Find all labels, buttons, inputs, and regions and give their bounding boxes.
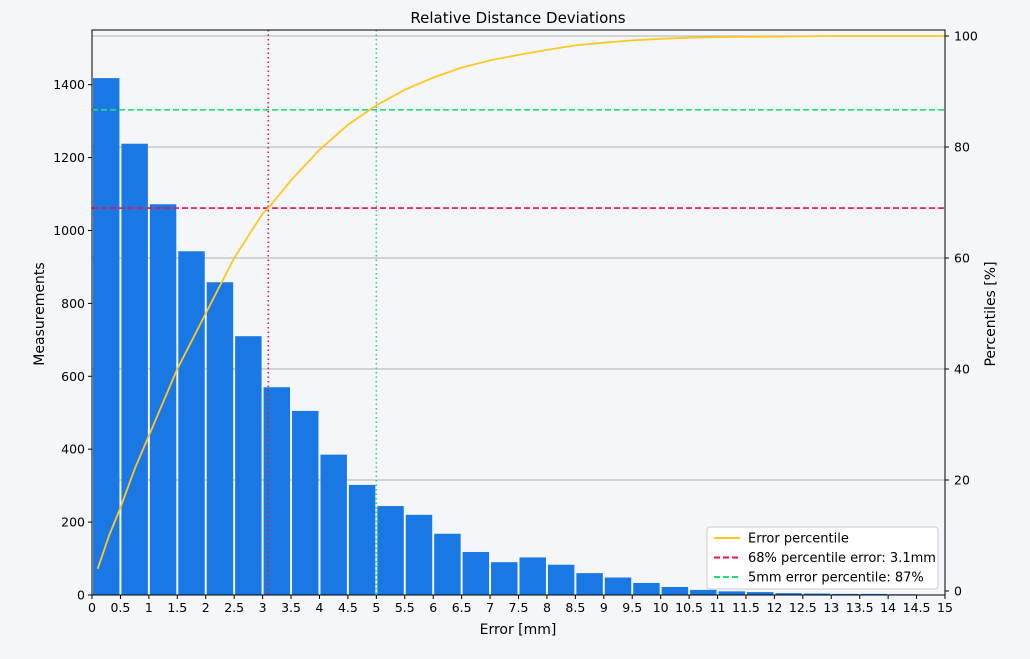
histogram-bar-10 xyxy=(377,506,403,595)
x-tick-label-14: 7 xyxy=(486,600,494,615)
histogram-bar-11 xyxy=(406,515,432,595)
histogram-bar-5 xyxy=(235,336,261,595)
y-tick-label-0: 0 xyxy=(77,588,85,603)
y-axis-ticks: 0 200 400 600 800 1000 1200 1400 xyxy=(53,77,92,602)
histogram-bar-18 xyxy=(605,578,631,595)
x-tick-label-6: 3 xyxy=(259,600,267,615)
legend-label-percentile: Error percentile xyxy=(748,532,849,547)
y2-axis-ticks: 0 20 40 60 80 100 xyxy=(945,29,978,599)
x-tick-label-15: 7.5 xyxy=(509,600,529,615)
histogram-bar-3 xyxy=(178,251,204,595)
x-tick-label-21: 10.5 xyxy=(675,600,703,615)
x-tick-label-20: 10 xyxy=(653,600,669,615)
legend-label-5mm-percentile: 5mm error percentile: 87% xyxy=(748,571,924,586)
x-tick-label-10: 5 xyxy=(372,600,380,615)
y-tick-label-2: 400 xyxy=(61,442,85,457)
x-tick-label-7: 3.5 xyxy=(281,600,301,615)
legend: Error percentile 68% percentile error: 3… xyxy=(707,527,938,589)
x-tick-label-12: 6 xyxy=(429,600,437,615)
x-tick-label-1: 0.5 xyxy=(110,600,130,615)
histogram-bar-9 xyxy=(349,485,375,595)
x-tick-label-11: 5.5 xyxy=(395,600,415,615)
x-tick-label-0: 0 xyxy=(88,600,96,615)
histogram-bar-1 xyxy=(121,144,147,595)
chart-title: Relative Distance Deviations xyxy=(410,9,625,27)
y-axis-label: Measurements xyxy=(32,262,48,365)
x-tick-label-19: 9.5 xyxy=(622,600,642,615)
x-axis-label: Error [mm] xyxy=(480,622,557,638)
x-tick-label-8: 4 xyxy=(315,600,323,615)
x-tick-label-4: 2 xyxy=(202,600,210,615)
x-tick-label-2: 1 xyxy=(145,600,153,615)
x-tick-label-3: 1.5 xyxy=(167,600,187,615)
histogram-bar-22 xyxy=(719,591,745,595)
x-tick-label-17: 8.5 xyxy=(565,600,585,615)
x-tick-label-23: 11.5 xyxy=(732,600,760,615)
histogram-bar-0 xyxy=(93,78,119,595)
y-tick-label-7: 1400 xyxy=(53,77,85,92)
histogram-bar-8 xyxy=(320,455,346,595)
x-tick-label-28: 14 xyxy=(880,600,896,615)
y2-tick-label-3: 60 xyxy=(954,251,970,266)
histogram-bar-21 xyxy=(690,590,716,595)
x-tick-label-24: 12 xyxy=(766,600,782,615)
y-tick-label-1: 200 xyxy=(61,515,85,530)
x-tick-label-9: 4.5 xyxy=(338,600,358,615)
x-tick-label-27: 13.5 xyxy=(846,600,874,615)
histogram-bar-13 xyxy=(463,552,489,595)
histogram-bar-4 xyxy=(207,282,233,595)
x-tick-label-5: 2.5 xyxy=(224,600,244,615)
x-tick-label-29: 14.5 xyxy=(903,600,931,615)
histogram-bar-19 xyxy=(633,583,659,595)
x-tick-label-22: 11 xyxy=(710,600,726,615)
histogram-bar-17 xyxy=(576,573,602,595)
x-tick-label-26: 13 xyxy=(823,600,839,615)
y2-tick-label-4: 80 xyxy=(954,140,970,155)
histogram-bar-15 xyxy=(520,557,546,595)
y2-axis-label: Percentiles [%] xyxy=(983,261,999,366)
histogram-bar-12 xyxy=(434,534,460,595)
y-tick-label-5: 1000 xyxy=(53,223,85,238)
y-tick-label-3: 600 xyxy=(61,369,85,384)
y2-tick-label-5: 100 xyxy=(954,29,978,44)
y-tick-label-6: 1200 xyxy=(53,150,85,165)
histogram-bar-7 xyxy=(292,411,318,595)
legend-label-68-percentile: 68% percentile error: 3.1mm xyxy=(748,551,936,566)
y2-tick-label-0: 0 xyxy=(954,584,962,599)
y2-tick-label-1: 20 xyxy=(954,473,970,488)
histogram-bar-20 xyxy=(662,587,688,595)
x-tick-label-25: 12.5 xyxy=(789,600,817,615)
y-tick-label-4: 800 xyxy=(61,296,85,311)
histogram-bar-16 xyxy=(548,565,574,595)
histogram-bar-2 xyxy=(150,204,176,595)
x-tick-label-30: 15 xyxy=(937,600,953,615)
y2-tick-label-2: 40 xyxy=(954,362,970,377)
x-tick-label-18: 9 xyxy=(600,600,608,615)
histogram-bar-14 xyxy=(491,562,517,595)
x-tick-label-13: 6.5 xyxy=(452,600,472,615)
x-tick-label-16: 8 xyxy=(543,600,551,615)
